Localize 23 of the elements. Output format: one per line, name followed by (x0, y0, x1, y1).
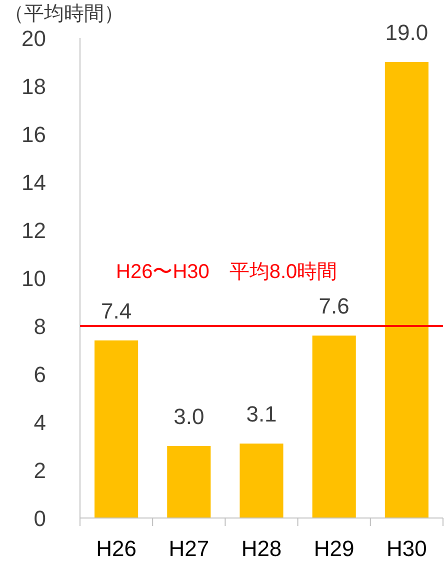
data-label: 3.0 (174, 404, 204, 429)
y-tick-label: 2 (34, 458, 46, 483)
y-axis-title: （平均時間） (4, 3, 124, 25)
y-tick-label: 16 (22, 122, 46, 147)
ref-line-label: H26〜H30 平均8.0時間 (116, 261, 338, 283)
data-label: 3.1 (246, 402, 277, 427)
y-tick-label: 14 (22, 170, 46, 195)
y-tick-label: 20 (22, 26, 46, 51)
y-tick-label: 4 (34, 410, 46, 435)
y-tick-label: 18 (22, 74, 46, 99)
y-tick-label: 12 (22, 218, 46, 243)
data-label: 7.4 (101, 298, 132, 324)
y-tick-label: 8 (34, 314, 46, 339)
data-label: 7.6 (318, 294, 350, 319)
x-tick-label: H26 (96, 536, 136, 561)
y-tick-label: 10 (22, 266, 46, 291)
x-tick-label: H29 (314, 536, 354, 561)
y-tick-label: 0 (34, 506, 46, 531)
x-tick-label: H27 (168, 536, 210, 561)
x-tick-label: H30 (386, 536, 427, 561)
x-tick-label: H28 (241, 536, 282, 561)
data-label: 19.0 (385, 20, 428, 45)
y-tick-label: 6 (34, 362, 46, 387)
